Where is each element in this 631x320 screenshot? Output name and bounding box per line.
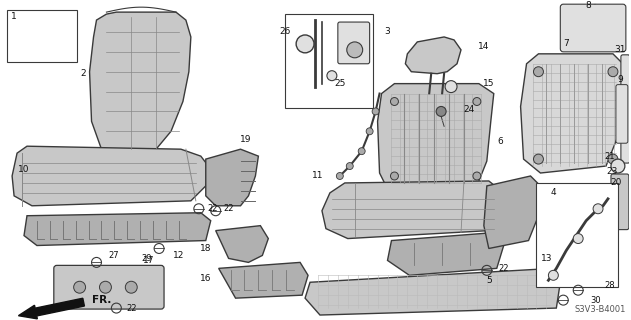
Circle shape (608, 67, 618, 77)
FancyBboxPatch shape (621, 55, 630, 163)
Circle shape (391, 98, 398, 106)
Polygon shape (206, 149, 258, 206)
Bar (285, 14, 373, 108)
Text: 8: 8 (585, 1, 591, 10)
Polygon shape (484, 176, 543, 249)
FancyBboxPatch shape (611, 174, 629, 230)
FancyBboxPatch shape (616, 84, 628, 143)
Circle shape (74, 281, 86, 293)
Text: 19: 19 (240, 135, 251, 144)
Circle shape (126, 281, 137, 293)
Text: 4: 4 (551, 188, 556, 197)
Text: 17: 17 (143, 256, 155, 265)
Circle shape (473, 98, 481, 106)
Text: 5: 5 (486, 276, 492, 285)
Text: 31: 31 (614, 45, 626, 54)
Polygon shape (405, 37, 461, 74)
Circle shape (593, 204, 603, 214)
Text: 22: 22 (126, 304, 136, 313)
Text: S3V3-B4001: S3V3-B4001 (574, 305, 626, 314)
Circle shape (346, 163, 353, 170)
Polygon shape (219, 262, 308, 298)
Text: 21: 21 (604, 152, 615, 161)
Circle shape (296, 35, 314, 53)
Text: 18: 18 (200, 244, 211, 253)
Text: 9: 9 (617, 75, 623, 84)
Text: 15: 15 (483, 79, 495, 88)
FancyBboxPatch shape (54, 265, 164, 309)
Text: 27: 27 (108, 251, 119, 260)
Text: 2: 2 (81, 69, 86, 78)
Text: 28: 28 (604, 281, 615, 290)
FancyArrow shape (18, 298, 85, 319)
Circle shape (358, 148, 365, 155)
Text: FR.: FR. (91, 295, 111, 305)
Circle shape (327, 71, 337, 81)
Text: 29: 29 (141, 254, 151, 263)
Bar (536, 183, 618, 287)
Circle shape (366, 128, 373, 135)
Polygon shape (90, 12, 191, 153)
FancyBboxPatch shape (560, 4, 626, 52)
Text: 24: 24 (463, 105, 475, 114)
Polygon shape (12, 146, 211, 206)
Bar (7, 10, 76, 62)
Text: 20: 20 (610, 179, 622, 188)
Text: 13: 13 (541, 254, 552, 263)
Text: 1: 1 (11, 12, 17, 20)
Text: 22: 22 (223, 204, 234, 213)
Text: 10: 10 (18, 164, 30, 173)
Circle shape (473, 172, 481, 180)
Text: 26: 26 (280, 28, 291, 36)
Circle shape (608, 154, 618, 164)
Polygon shape (305, 268, 560, 315)
Polygon shape (322, 181, 504, 239)
Circle shape (347, 42, 363, 58)
Circle shape (611, 159, 625, 173)
Circle shape (548, 270, 558, 280)
Circle shape (436, 107, 446, 116)
Circle shape (573, 234, 583, 244)
Text: 12: 12 (174, 251, 185, 260)
Text: 3: 3 (385, 28, 391, 36)
Text: 25: 25 (334, 79, 346, 88)
Circle shape (100, 281, 112, 293)
Text: 30: 30 (591, 296, 601, 305)
Text: 6: 6 (498, 137, 504, 146)
Polygon shape (216, 226, 268, 262)
Circle shape (533, 154, 543, 164)
Circle shape (445, 81, 457, 92)
Polygon shape (24, 213, 211, 245)
FancyBboxPatch shape (338, 22, 370, 64)
Text: 23: 23 (606, 166, 618, 176)
Circle shape (533, 67, 543, 77)
Text: 11: 11 (312, 172, 324, 180)
Polygon shape (387, 233, 504, 275)
Text: 22: 22 (208, 204, 218, 213)
Text: 22: 22 (498, 264, 509, 273)
Text: 14: 14 (478, 42, 490, 52)
Polygon shape (377, 84, 494, 189)
Polygon shape (521, 54, 626, 173)
Circle shape (372, 108, 379, 115)
Text: 16: 16 (200, 274, 211, 283)
Circle shape (391, 172, 398, 180)
Circle shape (336, 172, 343, 180)
Text: 7: 7 (563, 39, 569, 48)
